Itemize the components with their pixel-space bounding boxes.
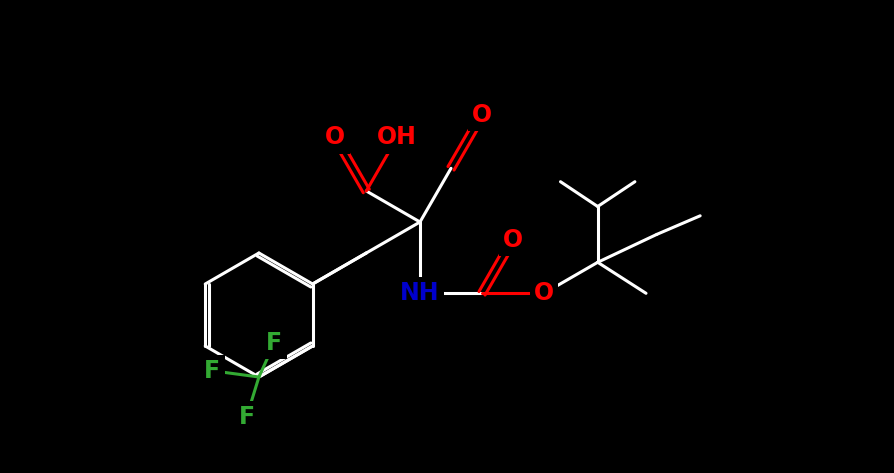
Text: O: O bbox=[534, 281, 553, 305]
Text: F: F bbox=[266, 331, 283, 355]
Text: OH: OH bbox=[377, 125, 417, 149]
Text: F: F bbox=[238, 405, 254, 429]
Text: F: F bbox=[204, 359, 220, 383]
Text: O: O bbox=[471, 103, 492, 127]
Text: NH: NH bbox=[400, 281, 439, 305]
Text: O: O bbox=[325, 125, 345, 149]
Text: O: O bbox=[502, 228, 522, 252]
